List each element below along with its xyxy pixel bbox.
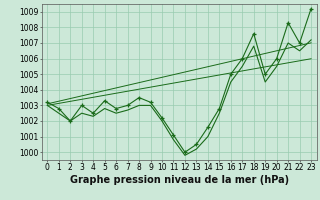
X-axis label: Graphe pression niveau de la mer (hPa): Graphe pression niveau de la mer (hPa) [70, 175, 289, 185]
